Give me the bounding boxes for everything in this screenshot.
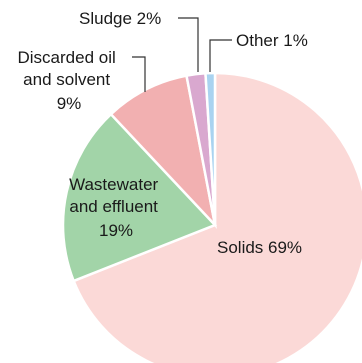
slice-labels: Solids 69% Wastewater and effluent 19% D… bbox=[18, 9, 308, 257]
label-sludge-line-1: Sludge 2% bbox=[79, 9, 161, 28]
label-solids: Solids 69% bbox=[217, 238, 302, 257]
label-wastewater-line-1: Wastewater bbox=[69, 175, 158, 194]
label-wastewater: Wastewater and effluent 19% bbox=[69, 175, 163, 240]
label-solids-line-1: Solids 69% bbox=[217, 238, 302, 257]
label-wastewater-line-2: and effluent bbox=[69, 197, 158, 216]
label-other-line-1: Other 1% bbox=[236, 31, 308, 50]
pie-slice-solids bbox=[72, 71, 362, 363]
pie-slices bbox=[61, 71, 362, 363]
leader-line-discarded-oil bbox=[132, 56, 146, 92]
label-discarded-oil: Discarded oil and solvent 9% bbox=[18, 48, 121, 113]
pie-slice-discarded-oil-and-solvent bbox=[109, 74, 218, 229]
label-discarded-oil-line-2: and solvent bbox=[23, 70, 110, 89]
leader-lines bbox=[132, 17, 232, 92]
label-sludge: Sludge 2% bbox=[79, 9, 161, 28]
leader-line-other bbox=[209, 39, 232, 72]
label-wastewater-line-3: 19% bbox=[99, 221, 133, 240]
label-discarded-oil-line-1: Discarded oil bbox=[18, 48, 116, 67]
label-discarded-oil-line-3: 9% bbox=[57, 94, 82, 113]
pie-slice-wastewater-and-effluent bbox=[61, 112, 218, 283]
label-other: Other 1% bbox=[236, 31, 308, 50]
leader-line-sludge bbox=[178, 17, 199, 72]
pie-slice-other bbox=[204, 71, 217, 226]
